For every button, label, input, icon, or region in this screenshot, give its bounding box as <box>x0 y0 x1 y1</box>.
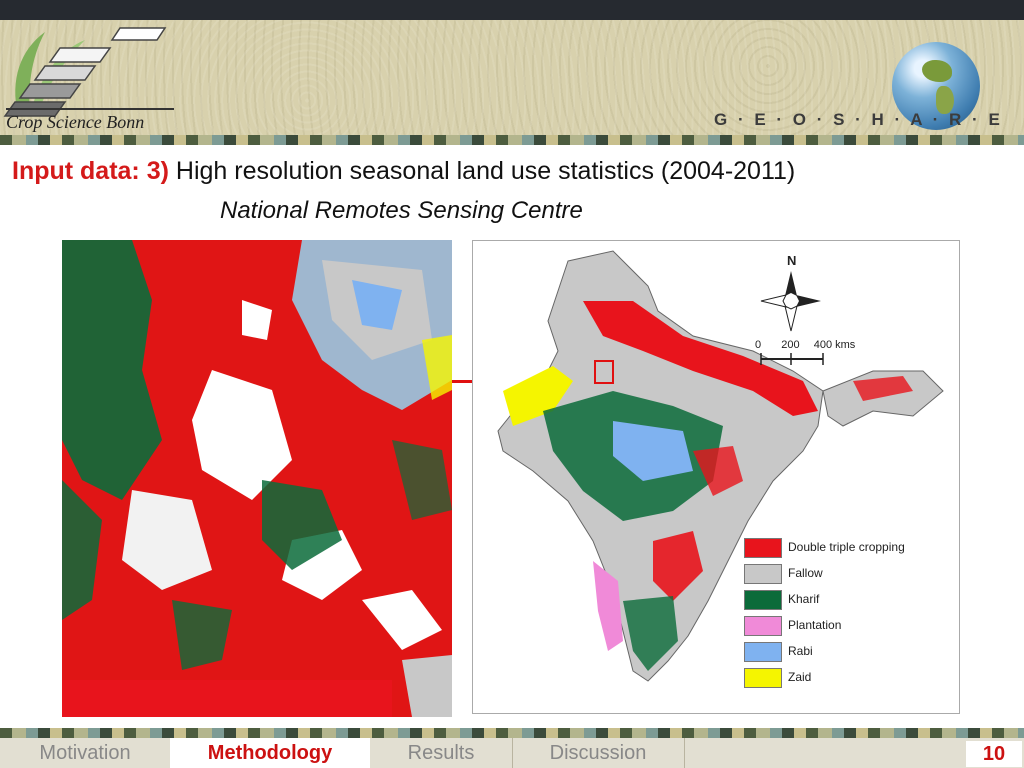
top-bar <box>0 0 1024 20</box>
legend-label: Double triple cropping <box>788 540 905 554</box>
tab-methodology[interactable]: Methodology <box>170 738 370 768</box>
india-land-use-map: N 0 200 400 kms <box>472 240 960 714</box>
title-number: 3) <box>146 157 169 185</box>
legend-label: Kharif <box>788 592 820 606</box>
legend-label: Zaid <box>788 670 812 684</box>
page-number: 10 <box>966 741 1022 767</box>
scale-label-2: 400 kms <box>813 339 856 351</box>
globe-icon <box>892 42 980 130</box>
legend-swatch <box>744 538 782 558</box>
tab-motivation[interactable]: Motivation <box>0 738 171 768</box>
header-stripe <box>0 135 1024 145</box>
india-map-image <box>497 250 944 682</box>
section-nav: Motivation Methodology Results Discussio… <box>0 738 1024 768</box>
title-prefix: Input data: <box>12 157 140 185</box>
legend-label: Rabi <box>788 644 813 658</box>
logo-text: Crop Science Bonn <box>6 112 145 132</box>
logo-underline <box>6 108 174 110</box>
tab-results[interactable]: Results <box>370 738 513 768</box>
title-text: High resolution seasonal land use statis… <box>175 157 796 185</box>
legend-label: Fallow <box>788 566 823 580</box>
tab-discussion[interactable]: Discussion <box>512 738 685 768</box>
zoomed-land-use-map <box>62 240 452 717</box>
zoomed-map-image <box>62 240 452 717</box>
scale-labels: 0 200 400 kms <box>755 339 855 351</box>
footer-stripe <box>0 728 1024 738</box>
legend-swatch <box>744 564 782 584</box>
geoshare-brand: G · E · O · S · H · A · R · E <box>714 110 1003 129</box>
slide-title: Input data: 3) High resolution seasonal … <box>12 157 795 186</box>
scale-label-0: 0 <box>755 339 762 351</box>
legend-swatch <box>744 590 782 610</box>
north-label: N <box>787 253 797 268</box>
legend-swatch <box>744 668 782 688</box>
legend-swatch <box>744 642 782 662</box>
legend-swatch <box>744 616 782 636</box>
crop-science-logo <box>3 27 167 117</box>
slide-subtitle: National Remotes Sensing Centre <box>220 197 583 224</box>
scale-label-1: 200 <box>781 339 800 351</box>
legend-label: Plantation <box>788 618 842 632</box>
slide-header: Crop Science Bonn G · E · O · S · H · A … <box>0 20 1024 135</box>
